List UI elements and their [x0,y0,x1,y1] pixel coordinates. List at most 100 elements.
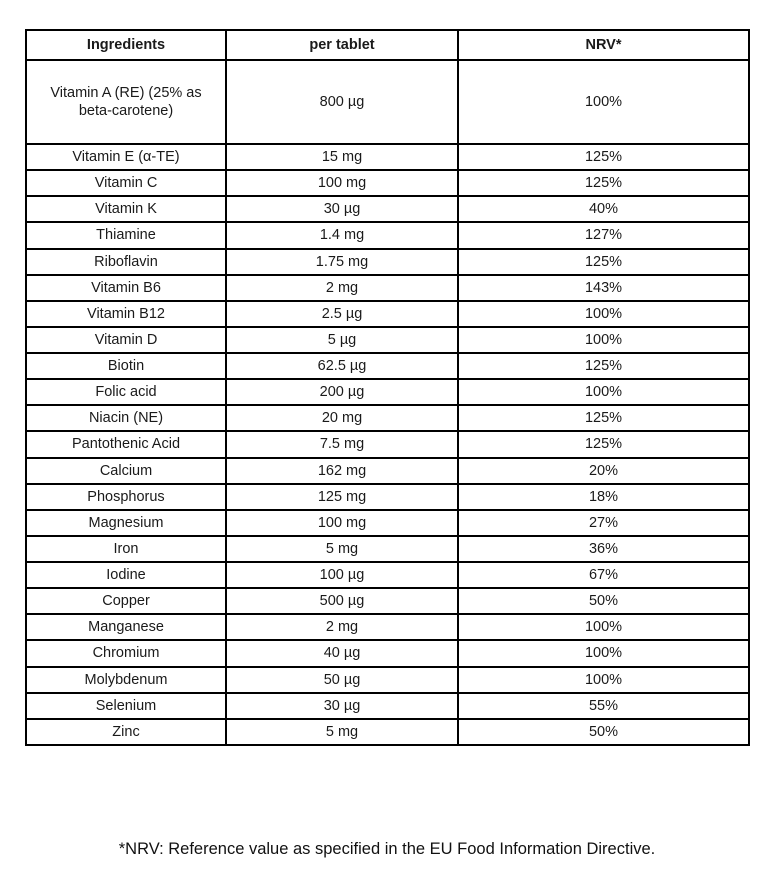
per-tablet-cell: 100 mg [225,169,459,198]
table-row: Pantothenic Acid 7.5 mg 125% [25,430,750,459]
per-tablet-cell: 5 mg [225,534,459,564]
per-tablet-cell: 1.4 mg [225,221,459,250]
nrv-cell: 100% [457,59,750,145]
per-tablet-cell: 15 mg [225,142,459,172]
table-row: Phosphorus 125 mg 18% [25,482,750,511]
table-row: Iodine 100 µg 67% [25,560,750,590]
nrv-cell: 143% [457,273,750,302]
nutrition-table: Ingredients per tablet NRV* Vitamin A (R… [25,29,750,746]
ingredient-cell: Riboflavin [25,247,227,276]
ingredient-cell: Vitamin B6 [25,273,227,302]
nrv-cell: 40% [457,195,750,224]
ingredient-cell: Vitamin D [25,325,227,355]
nrv-cell: 100% [457,613,750,642]
table-row: Selenium 30 µg 55% [25,691,750,720]
per-tablet-cell: 2.5 µg [225,299,459,328]
table-row: Riboflavin 1.75 mg 125% [25,247,750,276]
table-row: Manganese 2 mg 100% [25,613,750,642]
per-tablet-cell: 2 mg [225,613,459,642]
ingredient-cell: Manganese [25,613,227,642]
header-nrv: NRV* [457,29,750,61]
table-row: Vitamin B12 2.5 µg 100% [25,299,750,328]
table-row: Chromium 40 µg 100% [25,639,750,668]
ingredient-cell: Iron [25,534,227,564]
table-row: Iron 5 mg 36% [25,534,750,564]
nrv-cell: 127% [457,221,750,250]
ingredient-cell: Chromium [25,639,227,668]
per-tablet-cell: 100 µg [225,560,459,590]
per-tablet-cell: 50 µg [225,665,459,694]
nrv-cell: 125% [457,142,750,172]
ingredient-cell: Vitamin A (RE) (25% as beta-carotene) [25,59,227,145]
table-row: Niacin (NE) 20 mg 125% [25,404,750,433]
ingredient-cell: Vitamin B12 [25,299,227,328]
ingredient-cell: Zinc [25,717,227,746]
nrv-cell: 55% [457,691,750,720]
nrv-cell: 18% [457,482,750,511]
nrv-cell: 36% [457,534,750,564]
table-row: Folic acid 200 µg 100% [25,378,750,407]
per-tablet-cell: 162 mg [225,456,459,485]
ingredient-cell: Biotin [25,351,227,381]
table-row: Vitamin K 30 µg 40% [25,195,750,224]
per-tablet-cell: 30 µg [225,691,459,720]
ingredient-cell: Calcium [25,456,227,485]
nrv-cell: 125% [457,247,750,276]
nrv-cell: 125% [457,404,750,433]
per-tablet-cell: 7.5 mg [225,430,459,459]
ingredient-cell: Copper [25,587,227,616]
table-row: Molybdenum 50 µg 100% [25,665,750,694]
per-tablet-cell: 800 µg [225,59,459,145]
table-row: Zinc 5 mg 50% [25,717,750,746]
table-row: Biotin 62.5 µg 125% [25,351,750,381]
nrv-cell: 67% [457,560,750,590]
table-body: Vitamin A (RE) (25% as beta-carotene) 800… [25,59,750,746]
per-tablet-cell: 125 mg [225,482,459,511]
nrv-cell: 100% [457,378,750,407]
per-tablet-cell: 62.5 µg [225,351,459,381]
table-row: Vitamin B6 2 mg 143% [25,273,750,302]
ingredient-cell: Vitamin C [25,169,227,198]
per-tablet-cell: 100 mg [225,508,459,537]
nrv-cell: 125% [457,169,750,198]
table-row: Thiamine 1.4 mg 127% [25,221,750,250]
per-tablet-cell: 40 µg [225,639,459,668]
ingredient-cell: Molybdenum [25,665,227,694]
table-row: Copper 500 µg 50% [25,587,750,616]
nrv-cell: 100% [457,639,750,668]
nrv-cell: 20% [457,456,750,485]
header-row: Ingredients per tablet NRV* [25,29,750,61]
per-tablet-cell: 2 mg [225,273,459,302]
nrv-cell: 100% [457,299,750,328]
per-tablet-cell: 20 mg [225,404,459,433]
ingredient-cell: Folic acid [25,378,227,407]
table-row: Vitamin C 100 mg 125% [25,169,750,198]
ingredient-cell: Magnesium [25,508,227,537]
ingredient-cell: Iodine [25,560,227,590]
nrv-cell: 100% [457,325,750,355]
ingredient-cell: Phosphorus [25,482,227,511]
per-tablet-cell: 200 µg [225,378,459,407]
nrv-cell: 125% [457,351,750,381]
nrv-cell: 125% [457,430,750,459]
table-row: Vitamin A (RE) (25% as beta-carotene) 800… [25,59,750,145]
nrv-cell: 50% [457,587,750,616]
per-tablet-cell: 5 µg [225,325,459,355]
table-row: Calcium 162 mg 20% [25,456,750,485]
ingredient-cell: Selenium [25,691,227,720]
table-header: Ingredients per tablet NRV* [25,29,750,61]
table-row: Vitamin E (α-TE) 15 mg 125% [25,142,750,172]
ingredient-cell: Vitamin E (α-TE) [25,142,227,172]
ingredient-cell: Niacin (NE) [25,404,227,433]
nrv-footnote: *NRV: Reference value as specified in th… [118,840,656,858]
ingredient-cell: Pantothenic Acid [25,430,227,459]
header-per-tablet: per tablet [225,29,459,61]
ingredient-cell: Vitamin K [25,195,227,224]
per-tablet-cell: 1.75 mg [225,247,459,276]
per-tablet-cell: 5 mg [225,717,459,746]
ingredient-cell: Thiamine [25,221,227,250]
nrv-cell: 100% [457,665,750,694]
table-row: Magnesium 100 mg 27% [25,508,750,537]
